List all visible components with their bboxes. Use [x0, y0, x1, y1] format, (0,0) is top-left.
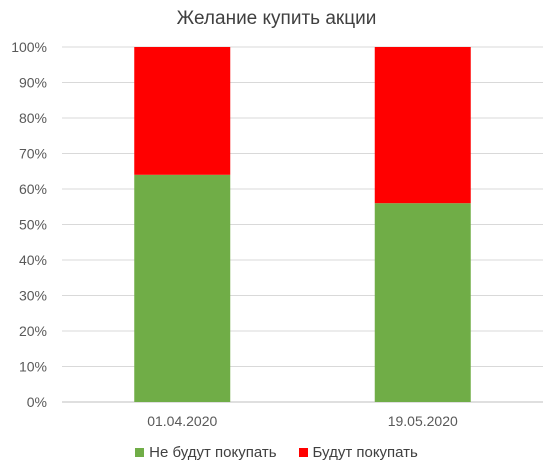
- legend-item-series-1: Не будут покупать: [135, 444, 277, 461]
- bar-2-2: [374, 47, 471, 204]
- bar-1-2: [374, 203, 471, 402]
- y-tick-label: 60%: [19, 181, 47, 197]
- y-tick-label: 100%: [11, 39, 47, 55]
- y-tick-label: 80%: [19, 110, 47, 126]
- legend: Не будут покупать Будут покупать: [0, 444, 553, 461]
- y-tick-label: 20%: [19, 323, 47, 339]
- legend-label-series-2: Будут покупать: [312, 444, 418, 461]
- y-tick-label: 90%: [19, 75, 47, 91]
- x-tick-label: 19.05.2020: [388, 413, 458, 429]
- y-tick-label: 40%: [19, 252, 47, 268]
- y-tick-label: 0%: [27, 394, 47, 410]
- y-tick-label: 50%: [19, 217, 47, 233]
- legend-label-series-1: Не будут покупать: [149, 444, 277, 461]
- legend-swatch-series-1: [135, 448, 145, 457]
- legend-item-series-2: Будут покупать: [298, 444, 418, 461]
- bar-1-1: [134, 174, 231, 402]
- bar-2-1: [134, 47, 231, 175]
- chart-title: Желание купить акции: [176, 8, 377, 29]
- legend-swatch-series-2: [298, 448, 308, 457]
- y-tick-label: 10%: [19, 359, 47, 375]
- y-tick-label: 70%: [19, 146, 47, 162]
- y-tick-label: 30%: [19, 288, 47, 304]
- x-tick-label: 01.04.2020: [147, 413, 217, 429]
